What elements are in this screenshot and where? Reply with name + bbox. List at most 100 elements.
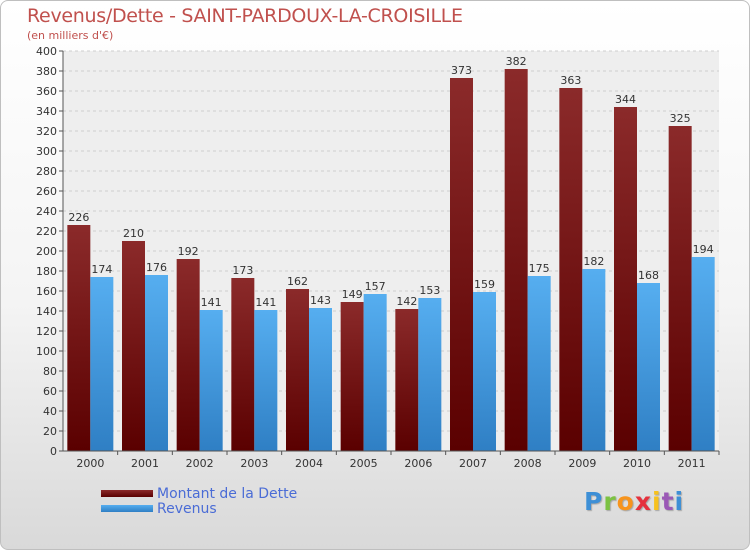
bar-revenus <box>527 276 551 451</box>
x-tick-label: 2007 <box>459 457 487 470</box>
bar-montant-de-la-dette <box>559 88 583 451</box>
data-label: 194 <box>693 243 714 256</box>
x-tick-label: 2011 <box>678 457 706 470</box>
bar-montant-de-la-dette <box>176 259 200 451</box>
data-label: 173 <box>232 264 253 277</box>
data-label: 182 <box>583 255 604 268</box>
y-tick-label: 380 <box>36 65 57 78</box>
y-tick-label: 240 <box>36 205 57 218</box>
data-label: 363 <box>560 74 581 87</box>
bars-layer <box>67 69 715 451</box>
y-tick-label: 40 <box>43 405 57 418</box>
y-tick-label: 320 <box>36 125 57 138</box>
legend-swatch-debt <box>101 490 153 497</box>
data-label: 226 <box>68 211 89 224</box>
data-label: 143 <box>310 294 331 307</box>
data-label: 157 <box>365 280 386 293</box>
bar-montant-de-la-dette <box>504 69 528 451</box>
data-label: 153 <box>419 284 440 297</box>
bar-revenus <box>90 277 114 451</box>
bar-montant-de-la-dette <box>614 107 637 451</box>
logo-letter: P <box>584 487 604 516</box>
data-label: 192 <box>178 245 199 258</box>
y-tick-label: 80 <box>43 365 57 378</box>
bar-montant-de-la-dette <box>668 126 692 451</box>
bar-montant-de-la-dette <box>231 278 255 451</box>
x-tick-label: 2009 <box>568 457 596 470</box>
bar-montant-de-la-dette <box>340 302 364 451</box>
data-label: 149 <box>342 288 363 301</box>
x-tick-label: 2003 <box>240 457 268 470</box>
bar-revenus <box>254 310 278 451</box>
bar-montant-de-la-dette <box>395 309 419 451</box>
x-tick-label: 2005 <box>350 457 378 470</box>
y-tick-label: 140 <box>36 305 57 318</box>
y-tick-label: 260 <box>36 185 57 198</box>
legend-label-revenus: Revenus <box>157 501 217 517</box>
y-tick-label: 280 <box>36 165 57 178</box>
bar-revenus <box>363 294 387 451</box>
y-tick-label: 180 <box>36 265 57 278</box>
data-label: 176 <box>146 261 167 274</box>
data-label: 141 <box>201 296 222 309</box>
bar-montant-de-la-dette <box>67 225 91 451</box>
x-tick-label: 2010 <box>623 457 651 470</box>
bar-revenus <box>473 292 496 451</box>
logo-letter: i <box>674 487 685 516</box>
x-tick-label: 2008 <box>514 457 542 470</box>
bar-montant-de-la-dette <box>122 241 145 451</box>
data-label: 162 <box>287 275 308 288</box>
bar-revenus <box>199 310 223 451</box>
x-tick-label: 2006 <box>404 457 432 470</box>
x-tick-label: 2001 <box>131 457 159 470</box>
y-tick-label: 340 <box>36 105 57 118</box>
legend-label-debt: Montant de la Dette <box>157 486 298 502</box>
x-tick-label: 2000 <box>76 457 104 470</box>
y-tick-label: 400 <box>36 45 57 58</box>
y-tick-label: 160 <box>36 285 57 298</box>
x-tick-label: 2002 <box>186 457 214 470</box>
data-label: 168 <box>638 269 659 282</box>
bar-montant-de-la-dette <box>286 289 309 451</box>
data-label: 344 <box>615 93 636 106</box>
grid-layer <box>63 50 719 452</box>
x-axis: 2000 2001 2002 2003 2004 2005 2006 2007 2008 2009… <box>63 450 720 470</box>
bar-revenus <box>145 275 168 451</box>
bar-montant-de-la-dette <box>450 78 473 451</box>
y-tick-label: 60 <box>43 385 57 398</box>
bar-revenus <box>691 257 715 451</box>
logo-letter: x <box>634 487 652 516</box>
y-tick-label: 100 <box>36 345 57 358</box>
logo-letter: t <box>661 487 675 516</box>
data-label: 159 <box>474 278 495 291</box>
x-tick-label: 2004 <box>295 457 323 470</box>
logo-letter: o <box>616 487 635 516</box>
logo-letter: r <box>603 487 617 516</box>
chart-title: Revenus/Dette - SAINT-PARDOUX-LA-CROISIL… <box>27 5 463 27</box>
data-label: 141 <box>255 296 276 309</box>
bar-revenus <box>309 308 332 451</box>
data-label: 142 <box>396 295 417 308</box>
y-tick-label: 220 <box>36 225 57 238</box>
data-label: 174 <box>91 263 112 276</box>
bar-revenus <box>637 283 660 451</box>
data-label: 175 <box>529 262 550 275</box>
y-tick-label: 120 <box>36 325 57 338</box>
chart-subtitle: (en milliers d'€) <box>27 29 114 42</box>
data-label: 210 <box>123 227 144 240</box>
bar-revenus <box>418 298 442 451</box>
proxiti-logo: Proxiti <box>584 487 684 516</box>
y-axis: 0 20 40 60 80 100 120 140 160 180 200 220 240 260 280 3… <box>36 45 64 458</box>
logo-letter: i <box>652 487 662 516</box>
data-label: 382 <box>506 55 527 68</box>
y-tick-label: 200 <box>36 245 57 258</box>
data-label: 325 <box>670 112 691 125</box>
y-tick-label: 0 <box>50 445 57 458</box>
y-tick-label: 20 <box>43 425 57 438</box>
y-tick-label: 300 <box>36 145 57 158</box>
legend-swatch-revenus <box>101 505 153 512</box>
y-tick-label: 360 <box>36 85 57 98</box>
